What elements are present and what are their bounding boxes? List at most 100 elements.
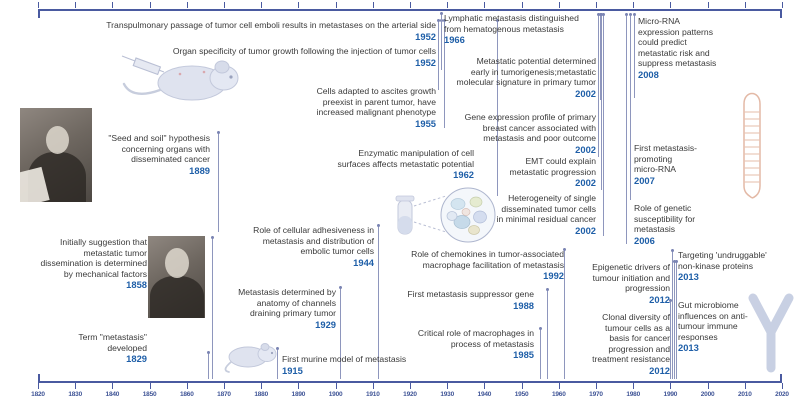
timeline-event-1929: Metastasis determined by anatomy of chan… [206, 287, 336, 330]
axis-tick-bottom [707, 383, 709, 389]
axis-tick-label-top: 1850 [143, 0, 157, 2]
event-year: 2002 [575, 143, 596, 155]
event-description: Role of cellular adhesiveness in metasta… [253, 225, 374, 257]
axis-tick-label-top: 1960 [552, 0, 566, 2]
axis-tick-bottom [410, 383, 411, 389]
axis-tick-bottom [596, 383, 597, 389]
event-leader-line [340, 286, 341, 379]
event-anchor-dot [633, 13, 636, 16]
event-description: Gut microbiome influences on anti- tumou… [678, 300, 748, 342]
event-description: Lymphatic metastasis distinguished from … [444, 13, 579, 34]
event-leader-line [601, 13, 602, 190]
timeline-event-2002: Metastatic potential determined early in… [444, 56, 596, 99]
micro-rna-hairpin-illustration [743, 92, 761, 199]
event-anchor-dot [496, 19, 499, 22]
axis-tick-bottom [558, 383, 560, 389]
event-anchor-dot [600, 13, 603, 16]
event-leader-line [603, 13, 604, 236]
axis-tick-top [112, 2, 114, 8]
event-leader-line [212, 236, 213, 379]
event-year: 1992 [543, 270, 564, 282]
timeline-event-1952: Transpulmonary passage of tumor cell emb… [16, 20, 436, 42]
timeline-event-2002: Heterogeneity of single disseminated tum… [470, 193, 596, 236]
axis-tick-bottom [38, 383, 39, 389]
axis-tick-bottom [633, 383, 635, 389]
axis-tick-label-top: 1980 [626, 0, 640, 2]
event-description: EMT could explain metastatic progression [509, 156, 596, 177]
axis-tick-bottom [447, 383, 449, 389]
event-year: 1858 [126, 279, 147, 291]
event-anchor-dot [671, 249, 674, 252]
axis-tick-top [447, 2, 449, 8]
axis-tick-bottom [261, 383, 263, 389]
axis-tick-label-bottom: 2000 [700, 391, 715, 398]
event-anchor-dot [339, 286, 342, 289]
axis-tick-bottom [484, 383, 486, 389]
axis-tick-label-top: 1900 [329, 0, 343, 2]
event-anchor-dot [440, 12, 443, 15]
event-anchor-dot [669, 299, 672, 302]
event-leader-line [497, 19, 498, 196]
event-description: Term "metastasis" developed [78, 332, 147, 353]
event-description: Critical role of macrophages in process … [417, 328, 534, 349]
event-anchor-dot [563, 248, 566, 251]
axis-tick-top [224, 2, 225, 8]
event-year: 2006 [634, 234, 655, 246]
event-anchor-dot [673, 260, 676, 263]
axis-tick-top [298, 2, 300, 8]
axis-tick-label-top: 1870 [217, 0, 231, 2]
event-description: "Seed and soil" hypothesis concerning or… [108, 133, 210, 165]
axis-tick-label-top: 1860 [180, 0, 194, 2]
axis-tick-label-bottom: 1910 [365, 391, 380, 398]
axis-cap-left-bottom [38, 374, 40, 383]
event-anchor-dot [602, 13, 605, 16]
axis-tick-top [484, 2, 486, 8]
axis-tick-top [38, 2, 39, 8]
axis-tick-label-bottom: 1840 [105, 391, 120, 398]
event-description: Gene expression profile of primary breas… [464, 112, 596, 144]
event-description: Epigenetic drivers of tumour initiation … [592, 262, 670, 294]
axis-tick-label-top: 1970 [589, 0, 603, 2]
axis-tick-label-top: 2020 [775, 0, 789, 2]
axis-tick-label-bottom: 1880 [254, 391, 269, 398]
axis-tick-label-top: 1880 [254, 0, 268, 2]
timeline-event-2013: Targeting 'undruggable' non-kinase prote… [678, 250, 782, 283]
event-year: 1952 [415, 30, 436, 42]
event-year: 1929 [315, 318, 336, 330]
axis-tick-label-bottom: 1930 [440, 391, 455, 398]
timeline-event-2008: Micro-RNA expression patterns could pred… [638, 16, 730, 80]
axis-tick-label-bottom: 2020 [775, 391, 789, 398]
event-description: Targeting 'undruggable' non-kinase prote… [678, 250, 767, 271]
event-anchor-dot [675, 260, 678, 263]
axis-tick-label-bottom: 1980 [626, 391, 641, 398]
axis-tick-top [186, 2, 188, 8]
event-description: First murine model of metastasis [282, 354, 407, 364]
event-anchor-dot [539, 327, 542, 330]
event-leader-line [676, 260, 677, 379]
historical-portrait-seated-man [20, 108, 92, 202]
event-description: First metastasis- promoting micro-RNA [634, 143, 698, 175]
axis-tick-label-bottom: 1940 [477, 391, 492, 398]
axis-tick-label-top: 1910 [366, 0, 380, 2]
event-leader-line [564, 248, 565, 379]
axis-tick-label-top: 1930 [440, 0, 454, 2]
event-year: 2012 [649, 293, 670, 305]
timeline-event-1992: Role of chemokines in tumor-associated m… [386, 249, 564, 282]
event-leader-line [674, 260, 675, 379]
event-anchor-dot [597, 13, 600, 16]
timeline-event-2013: Gut microbiome influences on anti- tumou… [678, 300, 770, 354]
axis-tick-bottom [112, 383, 114, 389]
axis-tick-label-top: 2000 [701, 0, 715, 2]
event-leader-line [630, 13, 631, 200]
antibody-illustration [748, 293, 794, 373]
axis-tick-top [670, 2, 672, 8]
axis-tick-top [596, 2, 597, 8]
event-description: Clonal diversity of tumour cells as a ba… [592, 312, 670, 365]
timeline-event-1988: First metastasis suppressor gene 1988 [386, 289, 534, 311]
axis-tick-label-bottom: 1890 [291, 391, 306, 398]
axis-tick-top [633, 2, 635, 8]
axis-tick-label-top: 1990 [664, 0, 678, 2]
event-description: Initially suggestion that metastatic tum… [40, 237, 147, 279]
mouse-illustration [224, 343, 277, 373]
